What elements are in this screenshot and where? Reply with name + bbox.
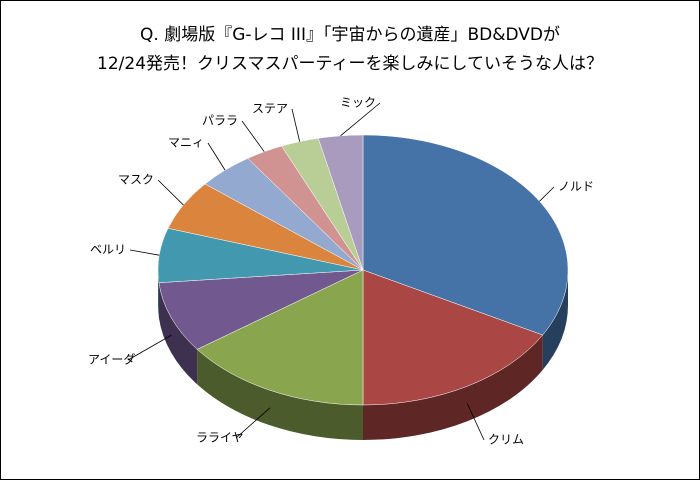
leader-line	[129, 249, 160, 256]
slice-label: マニィ	[168, 136, 204, 150]
slice-label: ベルリ	[90, 243, 126, 257]
leader-line	[466, 403, 485, 441]
pie-side	[542, 270, 568, 371]
leader-line	[291, 108, 301, 142]
leader-line	[127, 334, 172, 361]
slice-label: ミック	[340, 96, 376, 110]
leader-line	[241, 120, 265, 152]
slice-label: ステア	[252, 102, 288, 116]
pie-slice	[196, 269, 364, 406]
slice-label: ノルド	[558, 180, 594, 194]
slice-label: アイーダ	[88, 352, 135, 367]
leader-line	[207, 142, 226, 171]
slice-label: マスク	[118, 173, 154, 187]
chart-title: 12/24発売！クリスマスパーティーを楽しみにしていそうな人は？	[97, 54, 603, 74]
slice-label: パララ	[202, 114, 238, 128]
slice-label: ラライヤ	[196, 431, 244, 445]
pie-slice	[158, 269, 364, 350]
slice-label: クリム	[488, 433, 524, 447]
leader-line	[235, 407, 271, 439]
pie-side	[158, 282, 198, 385]
pie-side	[363, 335, 543, 440]
leader-line	[157, 179, 184, 206]
pie-side	[197, 349, 363, 440]
pie-slice	[362, 269, 544, 406]
chart-title: Q. 劇場版『G-レコ III』「宇宙からの遺産」BD&DVDが	[140, 25, 560, 45]
leader-line	[539, 186, 555, 202]
leader-line	[340, 102, 381, 137]
